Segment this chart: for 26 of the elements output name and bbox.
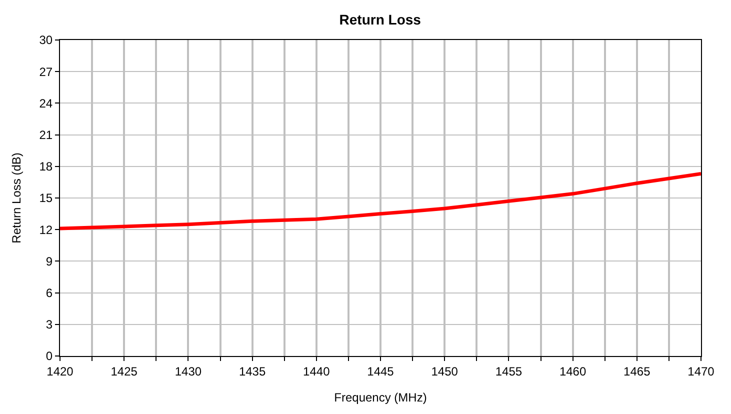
x-tick-label: 1445 — [367, 364, 394, 378]
y-tick-label: 3 — [46, 318, 53, 332]
x-tick-label: 1430 — [174, 364, 202, 378]
y-tick-label: 30 — [39, 33, 53, 48]
line-series — [60, 172, 701, 230]
x-tick-label: 1440 — [303, 364, 330, 378]
x-tick-label: 1420 — [46, 364, 74, 378]
y-tick-label: 27 — [39, 64, 53, 79]
x-tick-label: 1460 — [559, 364, 586, 378]
x-tick-label: 1455 — [495, 364, 522, 378]
y-tick-label: 0 — [46, 349, 53, 364]
x-tick-label: 1450 — [431, 364, 458, 378]
y-tick-label: 9 — [46, 254, 53, 268]
x-tick-label: 1425 — [110, 364, 138, 378]
y-tick-label: 15 — [39, 191, 53, 206]
x-tick-label: 1465 — [624, 364, 651, 378]
y-axis-title: Return Loss (dB) — [10, 152, 24, 244]
x-tick-label: 1470 — [688, 364, 715, 378]
x-axis-title: Frequency (MHz) — [334, 390, 427, 404]
y-tick-label: 6 — [46, 286, 53, 300]
y-tick-label: 21 — [39, 128, 53, 142]
chart-title: Return Loss — [339, 11, 422, 28]
y-tick-label: 12 — [39, 222, 53, 237]
x-tick-label: 1435 — [238, 364, 266, 378]
y-tick-label: 18 — [39, 160, 53, 174]
y-tick-label: 24 — [39, 96, 53, 110]
